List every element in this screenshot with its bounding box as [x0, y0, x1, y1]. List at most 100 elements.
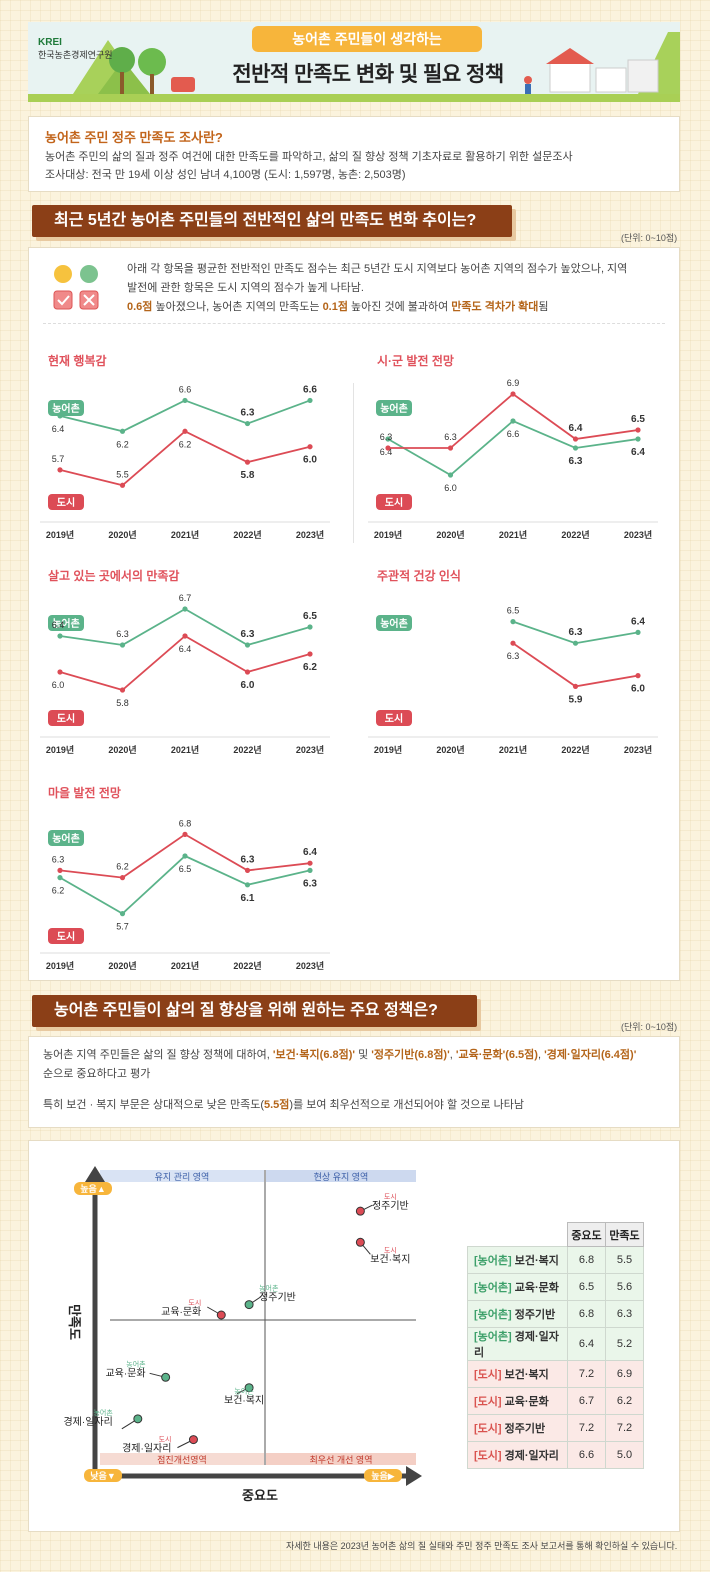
data-point [307, 444, 313, 450]
data-label: 6.3 [52, 854, 65, 864]
x-axis-low-pill: 낮음▼ [84, 1469, 122, 1482]
legend-rural: 농어촌 [48, 400, 84, 416]
point-label: 경제·일자리 [63, 1415, 112, 1428]
data-label: 6.2 [179, 439, 192, 449]
legend-rural: 농어촌 [376, 615, 412, 631]
data-point [119, 687, 126, 693]
x-tick-label: 2022년 [233, 529, 261, 540]
svg-text:농어촌: 농어촌 [52, 832, 80, 845]
x-tick-label: 2021년 [499, 529, 527, 540]
x-tick-label: 2020년 [108, 960, 136, 971]
point-label: 경제·일자리 [122, 1442, 171, 1455]
data-point [307, 867, 313, 874]
data-label: 5.9 [569, 694, 583, 705]
table-header-satisfaction: 만족도 [605, 1222, 644, 1247]
x-axis-arrow [406, 1466, 422, 1486]
point-group-label: 도시 [188, 1299, 201, 1307]
data-point [385, 436, 391, 442]
table-row-label: [도시] 보건·복지 [467, 1360, 568, 1388]
x-tick-label: 2019년 [374, 529, 402, 540]
data-point [572, 640, 579, 646]
data-point [244, 882, 251, 888]
data-point [182, 853, 188, 859]
header-illustration [73, 32, 680, 94]
point-label: 정주기반 [259, 1292, 296, 1304]
data-label: 5.5 [116, 469, 129, 479]
data-label: 6.3 [380, 432, 393, 442]
section1-box: 아래 각 항목을 평균한 전반적인 만족도 점수는 최근 5년간 도시 지역보다… [28, 247, 680, 981]
data-label: 6.3 [507, 651, 520, 661]
point-label: 교육·문화 [105, 1367, 145, 1379]
svg-text:낮음▼: 낮음▼ [90, 1470, 115, 1481]
data-point [119, 642, 126, 648]
point-group-label: 도시 [159, 1436, 172, 1444]
table-cell-satisfaction: 6.3 [605, 1300, 644, 1328]
quadrant-band [100, 1170, 264, 1182]
svg-text:농어촌: 농어촌 [52, 617, 80, 630]
data-label: 6.0 [241, 680, 255, 691]
table-row-label: [도시] 정주기반 [467, 1414, 568, 1442]
section1-banner: 최근 5년간 농어촌 주민들의 전반적인 삶의 만족도 변화 추이는? [32, 205, 512, 237]
x-tick-label: 2021년 [171, 529, 199, 540]
legend-city: 도시 [48, 928, 84, 944]
table-cell-satisfaction: 6.2 [605, 1387, 644, 1415]
data-point [57, 875, 63, 881]
table-cell-importance: 7.2 [567, 1414, 606, 1442]
data-point [57, 669, 63, 675]
data-label: 6.0 [52, 680, 65, 690]
point-group-label: 농어촌 [234, 1387, 254, 1396]
table-row: [농어촌] 정주기반 6.8 6.3 [467, 1300, 644, 1328]
data-point [635, 427, 641, 433]
data-point [635, 629, 641, 636]
data-label: 6.4 [631, 447, 645, 458]
data-label: 6.7 [179, 593, 192, 603]
quadrant-label: 점진개선영역 [157, 1454, 207, 1465]
chart-title: 주관적 건강 인식 [377, 569, 461, 583]
svg-text:높음▶: 높음▶ [371, 1471, 395, 1481]
x-tick-label: 2023년 [296, 529, 324, 540]
section2-text-box: 농어촌 지역 주민들은 삶의 질 향상 정책에 대하여, '보건·복지(6.8점… [28, 1036, 680, 1128]
data-label: 6.4 [179, 644, 192, 654]
data-point [182, 397, 188, 404]
x-tick-label: 2019년 [46, 744, 74, 755]
x-tick-label: 2023년 [296, 960, 324, 971]
data-point [635, 673, 641, 679]
x-tick-label: 2022년 [561, 744, 589, 755]
point-label: 보건·복지 [370, 1253, 410, 1265]
table-cell-importance: 7.2 [567, 1360, 606, 1388]
table-row: [도시] 경제·일자리 6.6 5.0 [467, 1441, 644, 1469]
table-cell-importance: 6.6 [567, 1441, 606, 1469]
x-tick-label: 2022년 [233, 960, 261, 971]
data-point [572, 683, 579, 690]
data-point [510, 391, 516, 397]
point-group-label: 농어촌 [259, 1284, 279, 1293]
svg-text:도시: 도시 [57, 713, 75, 725]
data-label: 5.8 [116, 698, 129, 708]
data-label: 6.4 [380, 447, 393, 457]
x-tick-label: 2020년 [436, 529, 464, 540]
y-axis-title: 만족도 [67, 1304, 82, 1340]
data-point [244, 669, 251, 675]
x-tick-label: 2023년 [624, 744, 652, 755]
table-row: [농어촌] 경제·일자리 6.4 5.2 [467, 1327, 644, 1361]
data-point [182, 831, 188, 838]
data-label: 6.2 [116, 439, 129, 449]
table-row: [농어촌] 보건·복지 6.8 5.5 [467, 1246, 644, 1274]
header-subtitle: 농어촌 주민들이 생각하는 [252, 26, 482, 52]
x-tick-label: 2021년 [171, 960, 199, 971]
table-cell-satisfaction: 7.2 [605, 1414, 644, 1442]
page-title: 전반적 만족도 변화 및 필요 정책 [232, 63, 504, 86]
data-label: 6.3 [569, 627, 583, 638]
table-row-label: [농어촌] 보건·복지 [467, 1246, 568, 1274]
x-tick-label: 2022년 [233, 744, 261, 755]
data-point [510, 640, 516, 646]
line-charts: 2019년 2020년 2021년 2022년 2023년농어촌도시6.46.26.66… [40, 378, 658, 971]
table-row-label: [농어촌] 경제·일자리 [467, 1327, 568, 1361]
x-tick-label: 2020년 [108, 529, 136, 540]
data-label: 6.4 [569, 423, 583, 434]
data-label: 6.2 [303, 662, 317, 673]
svg-text:도시: 도시 [385, 497, 403, 509]
